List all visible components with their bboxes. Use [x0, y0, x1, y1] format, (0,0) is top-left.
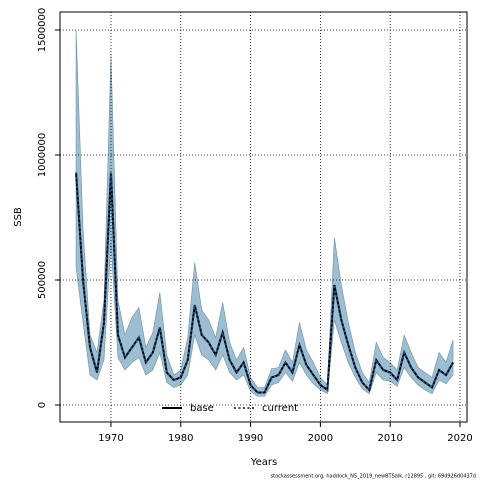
- plot-frame: [59, 11, 468, 423]
- y-tick-label: 0: [37, 402, 48, 408]
- confidence-band: [75, 29, 454, 397]
- x-axis-label: Years: [250, 457, 277, 468]
- x-tick-label: 1970: [98, 433, 123, 444]
- y-tick-label: 1500000: [37, 8, 48, 53]
- x-tick-label: 1980: [168, 433, 193, 444]
- x-tick-label: 2020: [447, 433, 472, 444]
- y-tick-label: 1000000: [37, 133, 48, 178]
- legend-label: current: [262, 403, 298, 414]
- x-tick-label: 2000: [308, 433, 333, 444]
- y-tick-label: 500000: [37, 261, 48, 299]
- x-tick-label: 1990: [238, 433, 263, 444]
- x-tick-label: 2010: [377, 433, 402, 444]
- y-axis-label: SSB: [13, 207, 24, 227]
- series-line: [75, 172, 454, 394]
- footnote: stockassessment.org, haddock_NS_2019_new…: [271, 474, 476, 480]
- legend-label: base: [190, 403, 214, 414]
